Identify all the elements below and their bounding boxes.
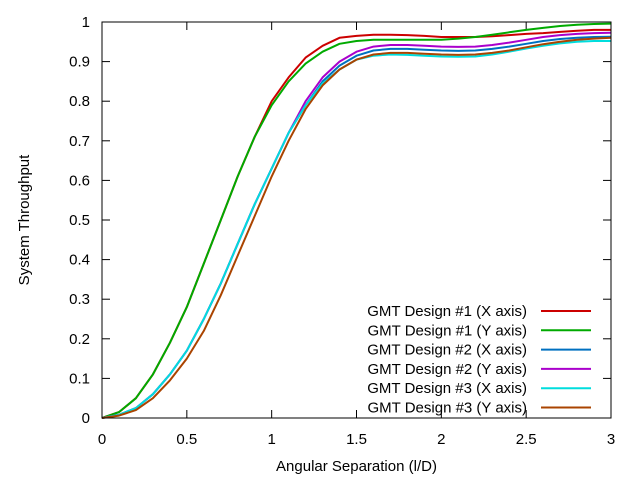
series-line-3 <box>101 35 612 419</box>
y-tick-label: 0.5 <box>69 212 90 229</box>
y-tick-label: 0.9 <box>69 54 90 71</box>
legend-label: GMT Design #2 (X axis) <box>367 342 527 359</box>
legend: GMT Design #1 (X axis) GMT Design #1 (Y a… <box>367 303 591 417</box>
x-axis-title: Angular Separation (l/D) <box>276 458 437 475</box>
y-tick-label: 0.1 <box>69 370 90 387</box>
y-tick-label: 1 <box>82 14 90 31</box>
y-tick-label: 0.6 <box>69 172 90 189</box>
legend-label: GMT Design #1 (Y axis) <box>368 322 528 339</box>
series-line-4 <box>101 31 612 419</box>
x-tick-label: 0.5 <box>176 431 197 448</box>
x-tick-label: 2 <box>437 431 445 448</box>
series-line-1 <box>101 28 611 419</box>
legend-label: GMT Design #3 (X axis) <box>367 380 527 397</box>
legend-label: GMT Design #3 (Y axis) <box>368 400 528 417</box>
x-tick-label: 1.5 <box>346 431 367 448</box>
y-tick-label: 0.7 <box>69 133 90 150</box>
x-tick-label: 0 <box>98 431 106 448</box>
series-line-6 <box>101 36 612 419</box>
y-tick-label: 0.3 <box>69 291 90 308</box>
plot-frame <box>101 21 612 419</box>
series-line-5 <box>101 40 611 419</box>
legend-label: GMT Design #2 (Y axis) <box>368 361 528 378</box>
ticks-layer: 0 0.5 1 1.5 2 2.5 3 0 0.1 0.2 0.3 0.4 0.5 0.6 0.7 0.8 0.… <box>69 14 615 448</box>
series-line-2 <box>101 22 612 419</box>
x-tick-label: 3 <box>607 431 615 448</box>
x-tick-label: 1 <box>267 431 275 448</box>
y-tick-label: 0.8 <box>69 93 90 110</box>
y-tick-label: 0.4 <box>69 252 90 269</box>
y-axis-title: System Throughput <box>16 154 33 285</box>
legend-label: GMT Design #1 (X axis) <box>367 303 527 320</box>
y-tick-label: 0 <box>82 410 90 427</box>
series-layer <box>101 22 612 419</box>
x-tick-label: 2.5 <box>516 431 537 448</box>
y-tick-label: 0.2 <box>69 331 90 348</box>
